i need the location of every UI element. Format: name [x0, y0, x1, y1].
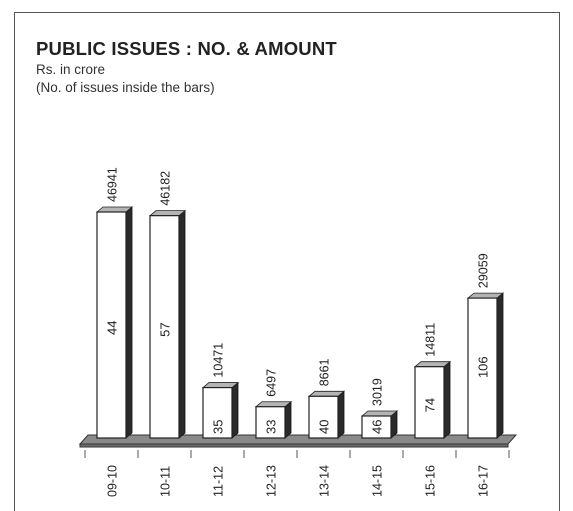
data-label: 46941: [106, 167, 120, 202]
issue-count-label: 44: [105, 321, 120, 335]
chart-note: (No. of issues inside the bars): [36, 80, 215, 95]
x-tick-label: 16-17: [477, 465, 491, 497]
chart-subtitle: Rs. in crore: [36, 62, 106, 77]
bar-top: [254, 401, 293, 408]
data-label: 3019: [371, 378, 385, 406]
chart-floor-edge: [79, 443, 509, 448]
bar-top: [201, 382, 240, 388]
bar: [467, 297, 498, 439]
bar: [202, 386, 233, 439]
bar-group: 6497 33 12-13: [254, 369, 293, 497]
bar-side: [443, 360, 451, 439]
bar-group: 46941 44 09-10: [95, 167, 134, 497]
x-tick-label: 10-11: [159, 466, 173, 497]
bar: [149, 215, 180, 439]
bar-group: 14811 74 15-16: [413, 323, 452, 497]
issue-count-label: 106: [476, 356, 491, 378]
x-tick-label: 14-15: [371, 465, 385, 497]
data-label: 14811: [424, 323, 438, 357]
data-label: 8661: [318, 358, 332, 386]
bar-side: [178, 209, 186, 439]
data-label: 6497: [265, 369, 279, 397]
bar-top: [360, 410, 399, 417]
issue-count-label: 33: [264, 420, 279, 434]
bar-group: 46182 57 10-11: [148, 171, 187, 497]
bar: [96, 211, 127, 439]
x-tick-label: 13-14: [318, 465, 332, 497]
bar-side: [337, 390, 345, 439]
issue-count-label: 74: [423, 398, 438, 412]
bar-group: 8661 40 13-14: [307, 358, 346, 497]
x-tick-label: 09-10: [106, 465, 120, 497]
data-label: 10471: [212, 343, 226, 378]
bar: [361, 415, 392, 439]
x-tick-label: 15-16: [424, 465, 438, 497]
data-label: 29059: [477, 253, 491, 288]
bar: [255, 406, 286, 439]
bar-top: [148, 210, 187, 217]
bar-top: [307, 390, 346, 397]
x-tick-label: 11-12: [212, 466, 226, 497]
bar-side: [231, 381, 239, 439]
bar-group: 29059 106 16-17: [466, 253, 505, 497]
bar-side: [125, 206, 133, 439]
data-label: 46182: [159, 171, 173, 206]
issue-count-label: 35: [211, 420, 226, 434]
bar-group: 10471 35 11-12: [201, 343, 240, 497]
bar-group: 3019 46 14-15: [360, 378, 399, 497]
chart-title: PUBLIC ISSUES : NO. & AMOUNT: [36, 38, 337, 59]
issue-count-label: 46: [370, 420, 385, 434]
chart-floor: [78, 434, 518, 445]
bar-top: [413, 361, 452, 368]
bar-top: [466, 292, 505, 299]
bar: [308, 395, 339, 439]
bar-side: [284, 400, 292, 439]
issue-count-label: 57: [158, 322, 173, 336]
x-tick-label: 12-13: [265, 465, 279, 497]
bar: [414, 366, 445, 439]
issue-count-label: 40: [317, 420, 332, 434]
bar-top: [95, 206, 134, 213]
bar-side: [496, 292, 504, 439]
